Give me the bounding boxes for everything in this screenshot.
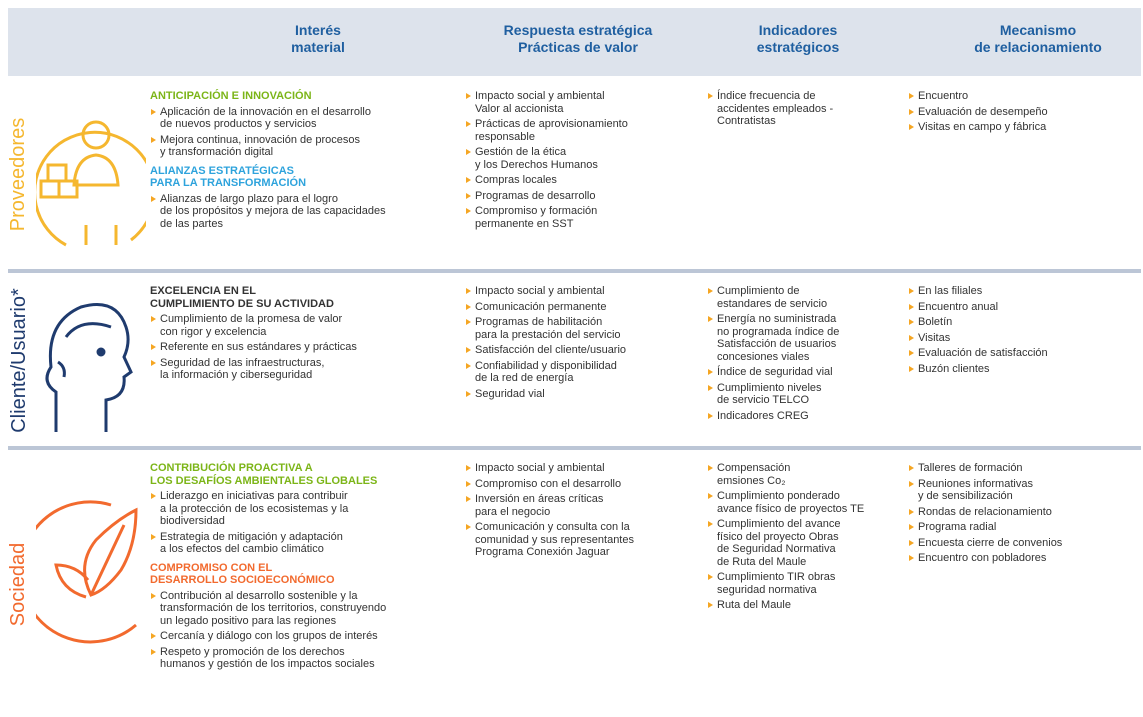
material-column: EXCELENCIA EN EL CUMPLIMIENTO DE SU ACTI…	[150, 285, 455, 385]
bullet-item: Rondas de relacionamiento	[908, 506, 1138, 519]
row-label-box: Proveedores	[2, 80, 36, 268]
indicators-column: Índice frecuencia de accidentes empleado…	[707, 90, 902, 131]
strategy-column: Impacto social y ambiental Compromiso con…	[465, 462, 697, 562]
bullet-item: Programas de habilitación para la presta…	[465, 316, 697, 341]
bullet-item: Indicadores CREG	[707, 410, 902, 423]
bullet-item: Evaluación de satisfacción	[908, 347, 1138, 360]
bullet-item: En las filiales	[908, 285, 1138, 298]
bullet-item: Estrategia de mitigación y adaptación a …	[150, 531, 455, 556]
bullet-item: Encuentro	[908, 90, 1138, 103]
bullet-item: Cumplimiento de estandares de servicio	[707, 285, 902, 310]
bullet-item: Compromiso y formación permanente en SST	[465, 205, 697, 230]
bullet-item: Compromiso con el desarrollo	[465, 478, 697, 491]
bullet-item: Cumplimiento TIR obras seguridad normati…	[707, 571, 902, 596]
icon-proveedores	[36, 120, 146, 247]
bullet-item: Cercanía y diálogo con los grupos de int…	[150, 630, 455, 643]
mechanisms-column: Talleres de formación Reuniones informati…	[908, 462, 1138, 568]
bullet-item: Visitas en campo y fábrica	[908, 121, 1138, 134]
bullet-item: Boletín	[908, 316, 1138, 329]
bullet-item: Cumplimiento niveles de servicio TELCO	[707, 382, 902, 407]
bullet-item: Buzón clientes	[908, 363, 1138, 376]
bullet-item: Comunicación y consulta con la comunidad…	[465, 521, 697, 559]
bullet-item: Encuentro anual	[908, 301, 1138, 314]
strategy-column: Impacto social y ambiental Valor al acci…	[465, 90, 697, 233]
bullet-item: Visitas	[908, 332, 1138, 345]
bullet-item: Encuentro con pobladores	[908, 552, 1138, 565]
bullet-item: Seguridad de las infraestructuras, la in…	[150, 357, 455, 382]
bullet-item: Satisfacción del cliente/usuario	[465, 344, 697, 357]
bullet-item: Liderazgo en iniciativas para contribuir…	[150, 490, 455, 528]
bullet-item: Inversión en áreas críticas para el nego…	[465, 493, 697, 518]
bullet-item: Impacto social y ambiental Valor al acci…	[465, 90, 697, 115]
bullet-item: Cumplimiento del avance físico del proye…	[707, 518, 902, 568]
bullet-item: Gestión de la ética y los Derechos Human…	[465, 146, 697, 171]
bullet-item: Impacto social y ambiental	[465, 462, 697, 475]
row-label: Proveedores	[7, 117, 30, 231]
bullet-item: Compras locales	[465, 174, 697, 187]
bullet-item: Cumplimiento ponderado avance físico de …	[707, 490, 902, 515]
mechanisms-column: Encuentro Evaluación de desempeño Visitas …	[908, 90, 1138, 137]
column-header: Interés material	[291, 22, 345, 55]
indicators-column: Compensación emsiones Co₂ Cumplimiento po…	[707, 462, 902, 615]
column-header: Respuesta estratégica Prácticas de valor	[503, 22, 653, 55]
row-label: Cliente/Usuario*	[7, 287, 30, 433]
group-heading: ALIANZAS ESTRATÉGICAS PARA LA TRANSFORMA…	[150, 164, 307, 190]
bullet-item: Impacto social y ambiental	[465, 285, 697, 298]
group-heading: EXCELENCIA EN EL CUMPLIMIENTO DE SU ACTI…	[150, 285, 334, 310]
bullet-item: Compensación emsiones Co₂	[707, 462, 902, 487]
bullet-item: Alianzas de largo plazo para el logro de…	[150, 193, 455, 231]
bullet-item: Cumplimiento de la promesa de valor con …	[150, 313, 455, 338]
bullet-item: Confiabilidad y disponibilidad de la red…	[465, 360, 697, 385]
bullet-item: Seguridad vial	[465, 388, 697, 401]
bullet-item: Encuesta cierre de convenios	[908, 537, 1138, 550]
bullet-item: Talleres de formación	[908, 462, 1138, 475]
icon-cliente	[45, 303, 133, 432]
bullet-item: Comunicación permanente	[465, 301, 697, 314]
bullet-item: Ruta del Maule	[707, 599, 902, 612]
row-label-box: Sociedad	[2, 452, 36, 717]
bullet-item: Índice frecuencia de accidentes empleado…	[707, 90, 902, 128]
group-heading: COMPROMISO CON EL DESARROLLO SOCIOECONÓM…	[150, 561, 335, 587]
row-separator	[8, 446, 1141, 450]
bullet-item: Energía no suministrada no programada ín…	[707, 313, 902, 363]
table-row: Cliente/Usuario* EXCELENCIA EN EL CUMPLIM…	[0, 275, 1143, 445]
table-header: Interés material Respuesta estratégica P…	[8, 8, 1141, 76]
table-row: Sociedad CONTRIBUCIÓN PROACTIVA A LOS DES…	[0, 452, 1143, 717]
mechanisms-column: En las filiales Encuentro anual Boletín Vis…	[908, 285, 1138, 378]
material-column: CONTRIBUCIÓN PROACTIVA A LOS DESAFÍOS AM…	[150, 462, 455, 674]
bullet-item: Reuniones informativas y de sensibilizac…	[908, 478, 1138, 503]
indicators-column: Cumplimiento de estandares de servicio En…	[707, 285, 902, 425]
bullet-item: Mejora continua, innovación de procesos …	[150, 134, 455, 159]
column-header: Mecanismo de relacionamiento	[974, 22, 1102, 55]
bullet-item: Aplicación de la innovación en el desarr…	[150, 106, 455, 131]
group-heading: ANTICIPACIÓN E INNOVACIÓN	[150, 90, 312, 102]
bullet-item: Contribución al desarrollo sostenible y …	[150, 590, 455, 628]
row-separator	[8, 269, 1141, 273]
group-heading: CONTRIBUCIÓN PROACTIVA A LOS DESAFÍOS AM…	[150, 462, 378, 487]
bullet-item: Programas de desarrollo	[465, 190, 697, 203]
bullet-item: Índice de seguridad vial	[707, 366, 902, 379]
table-row: Proveedores ANTICIPACIÓN E INNOVACIÓN Apli…	[0, 80, 1143, 268]
bullet-item: Respeto y promoción de los derechos huma…	[150, 646, 455, 671]
row-label-box: Cliente/Usuario*	[2, 275, 36, 445]
icon-sociedad	[36, 500, 138, 644]
bullet-item: Programa radial	[908, 521, 1138, 534]
bullet-item: Referente en sus estándares y prácticas	[150, 341, 455, 354]
bullet-item: Evaluación de desempeño	[908, 106, 1138, 119]
material-column: ANTICIPACIÓN E INNOVACIÓN Aplicación de l…	[150, 90, 455, 233]
column-header: Indicadores estratégicos	[756, 22, 840, 55]
strategy-column: Impacto social y ambiental Comunicación p…	[465, 285, 697, 403]
row-label: Sociedad	[7, 542, 30, 627]
bullet-item: Prácticas de aprovisionamiento responsab…	[465, 118, 697, 143]
